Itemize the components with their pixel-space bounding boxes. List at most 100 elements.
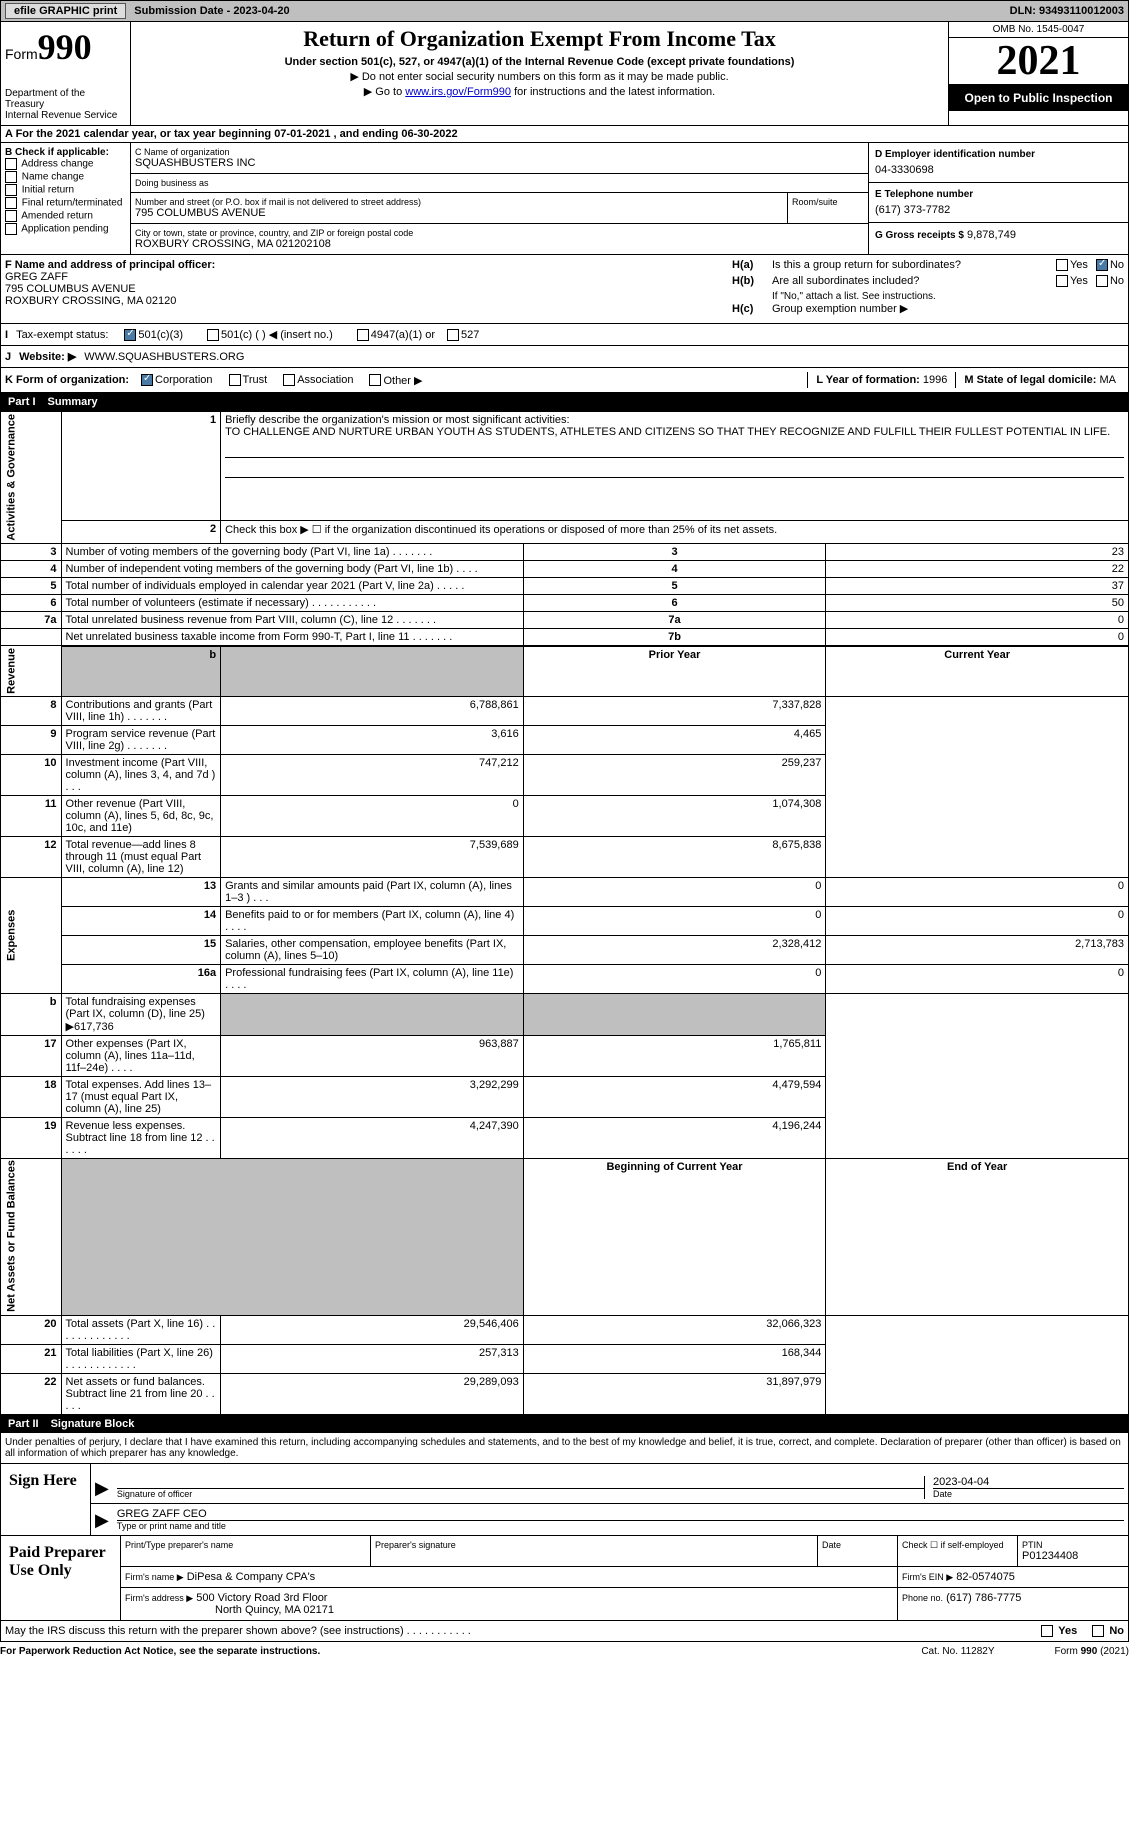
- ha-label: H(a): [732, 259, 772, 271]
- col-b-header: B Check if applicable:: [5, 147, 126, 158]
- hb-text: Are all subordinates included?: [772, 275, 1056, 287]
- check-item[interactable]: Initial return: [5, 184, 126, 196]
- row-j-website: J Website: ▶ WWW.SQUASHBUSTERS.ORG: [0, 346, 1129, 368]
- tax-year: 2021: [949, 38, 1128, 85]
- table-row: 19Revenue less expenses. Subtract line 1…: [1, 1117, 1129, 1158]
- arrow-icon: ▶: [95, 1478, 109, 1499]
- paid-preparer-section: Paid Preparer Use Only Print/Type prepar…: [0, 1536, 1129, 1621]
- assoc-checkbox[interactable]: [283, 374, 295, 386]
- room-suite-label: Room/suite: [788, 193, 868, 223]
- form-label: Form: [5, 46, 38, 62]
- sign-here-label: Sign Here: [1, 1464, 91, 1535]
- table-row: 3Number of voting members of the governi…: [1, 543, 1129, 560]
- header-bar: efile GRAPHIC print Submission Date - 20…: [0, 0, 1129, 22]
- gross-value: 9,878,749: [967, 229, 1016, 241]
- ha-yes-checkbox[interactable]: [1056, 259, 1068, 271]
- firm-ein: 82-0574075: [956, 1571, 1015, 1583]
- year-formation: 1996: [923, 374, 947, 386]
- form-subtitle: Under section 501(c), 527, or 4947(a)(1)…: [141, 56, 938, 68]
- paperwork-footer: For Paperwork Reduction Act Notice, see …: [0, 1642, 1129, 1661]
- prep-phone: (617) 786-7775: [946, 1592, 1021, 1604]
- table-row: 16aProfessional fundraising fees (Part I…: [1, 964, 1129, 993]
- table-row: 9Program service revenue (Part VIII, lin…: [1, 725, 1129, 754]
- table-row: 20Total assets (Part X, line 16) . . . .…: [1, 1315, 1129, 1344]
- table-row: 22Net assets or fund balances. Subtract …: [1, 1373, 1129, 1414]
- table-row: 11Other revenue (Part VIII, column (A), …: [1, 795, 1129, 836]
- hc-text: Group exemption number ▶: [772, 302, 908, 315]
- firm-addr2: North Quincy, MA 02171: [215, 1604, 334, 1616]
- current-year-header: Current Year: [826, 646, 1129, 697]
- mission-text: TO CHALLENGE AND NURTURE URBAN YOUTH AS …: [225, 426, 1110, 438]
- other-checkbox[interactable]: [369, 374, 381, 386]
- self-employed-check[interactable]: Check ☐ if self-employed: [898, 1536, 1018, 1566]
- section-bcd: B Check if applicable: Address change Na…: [0, 143, 1129, 255]
- sig-date: 2023-04-04: [933, 1476, 1124, 1488]
- officer-addr1: 795 COLUMBUS AVENUE: [5, 283, 724, 295]
- dba-label: Doing business as: [135, 178, 864, 188]
- discuss-no-checkbox[interactable]: [1092, 1625, 1104, 1637]
- 527-checkbox[interactable]: [447, 329, 459, 341]
- table-row: 15Salaries, other compensation, employee…: [1, 935, 1129, 964]
- check-item[interactable]: Final return/terminated: [5, 197, 126, 209]
- form-header: Form990 Department of the Treasury Inter…: [0, 22, 1129, 126]
- hb-no-checkbox[interactable]: [1096, 275, 1108, 287]
- paid-prep-label: Paid Preparer Use Only: [1, 1536, 121, 1620]
- phone-label: E Telephone number: [875, 189, 1122, 200]
- table-row: 4Number of independent voting members of…: [1, 560, 1129, 577]
- row-k-org-form: K Form of organization: Corporation Trus…: [0, 368, 1129, 393]
- form-footer: Form 990 (2021): [1055, 1646, 1129, 1657]
- ssn-notice: ▶ Do not enter social security numbers o…: [141, 70, 938, 83]
- ein-value: 04-3330698: [875, 164, 1122, 176]
- trust-checkbox[interactable]: [229, 374, 241, 386]
- table-row: 12Total revenue—add lines 8 through 11 (…: [1, 836, 1129, 877]
- table-row: 10Investment income (Part VIII, column (…: [1, 754, 1129, 795]
- ha-no-checkbox[interactable]: [1096, 259, 1108, 271]
- city-value: ROXBURY CROSSING, MA 021202108: [135, 238, 864, 250]
- table-row: 14Benefits paid to or for members (Part …: [1, 906, 1129, 935]
- cat-number: Cat. No. 11282Y: [921, 1646, 994, 1657]
- perjury-declaration: Under penalties of perjury, I declare th…: [1, 1433, 1128, 1464]
- table-row: Net unrelated business taxable income fr…: [1, 628, 1129, 646]
- ein-label: D Employer identification number: [875, 149, 1122, 160]
- part2-header: Part II Signature Block: [0, 1415, 1129, 1433]
- sig-officer-label: Signature of officer: [117, 1488, 924, 1499]
- table-row: 21Total liabilities (Part X, line 26) . …: [1, 1344, 1129, 1373]
- check-item[interactable]: Address change: [5, 158, 126, 170]
- discuss-yes-checkbox[interactable]: [1041, 1625, 1053, 1637]
- check-item[interactable]: Application pending: [5, 223, 126, 235]
- corp-checkbox[interactable]: [141, 374, 153, 386]
- phone-value: (617) 373-7782: [875, 204, 1122, 216]
- officer-name: GREG ZAFF: [5, 271, 724, 283]
- submission-date: Submission Date - 2023-04-20: [134, 5, 289, 17]
- form-title: Return of Organization Exempt From Incom…: [141, 26, 938, 52]
- row-a-period: A For the 2021 calendar year, or tax yea…: [0, 126, 1129, 143]
- street-label: Number and street (or P.O. box if mail i…: [135, 197, 783, 207]
- table-row: 18Total expenses. Add lines 13–17 (must …: [1, 1076, 1129, 1117]
- efile-print-button[interactable]: efile GRAPHIC print: [5, 3, 126, 19]
- 4947-checkbox[interactable]: [357, 329, 369, 341]
- check-item[interactable]: Amended return: [5, 210, 126, 222]
- line16b: Total fundraising expenses (Part IX, col…: [61, 993, 221, 1035]
- dept-treasury: Department of the Treasury Internal Reve…: [5, 88, 126, 121]
- irs-link[interactable]: www.irs.gov/Form990: [405, 86, 511, 98]
- discuss-row: May the IRS discuss this return with the…: [0, 1621, 1129, 1642]
- signature-section: Under penalties of perjury, I declare th…: [0, 1433, 1129, 1536]
- name-title-label: Type or print name and title: [117, 1520, 1124, 1531]
- table-row: 7aTotal unrelated business revenue from …: [1, 611, 1129, 628]
- goto-line: ▶ Go to www.irs.gov/Form990 for instruct…: [141, 85, 938, 98]
- gross-label: G Gross receipts $: [875, 230, 964, 241]
- side-revenue: Revenue: [1, 646, 62, 697]
- 501c-checkbox[interactable]: [207, 329, 219, 341]
- form-number: 990: [38, 27, 92, 67]
- check-item[interactable]: Name change: [5, 171, 126, 183]
- 501c3-checkbox[interactable]: [124, 329, 136, 341]
- table-row: Expenses13Grants and similar amounts pai…: [1, 877, 1129, 906]
- line2-discontinue: Check this box ▶ ☐ if the organization d…: [221, 521, 1129, 543]
- hb-yes-checkbox[interactable]: [1056, 275, 1068, 287]
- table-row: 17Other expenses (Part IX, column (A), l…: [1, 1035, 1129, 1076]
- arrow-icon: ▶: [95, 1510, 109, 1531]
- row-i-tax-status: I Tax-exempt status: 501(c)(3) 501(c) ( …: [0, 324, 1129, 346]
- end-year-header: End of Year: [826, 1158, 1129, 1315]
- mission-label: Briefly describe the organization's miss…: [225, 414, 569, 426]
- part1-header: Part I Summary: [0, 393, 1129, 411]
